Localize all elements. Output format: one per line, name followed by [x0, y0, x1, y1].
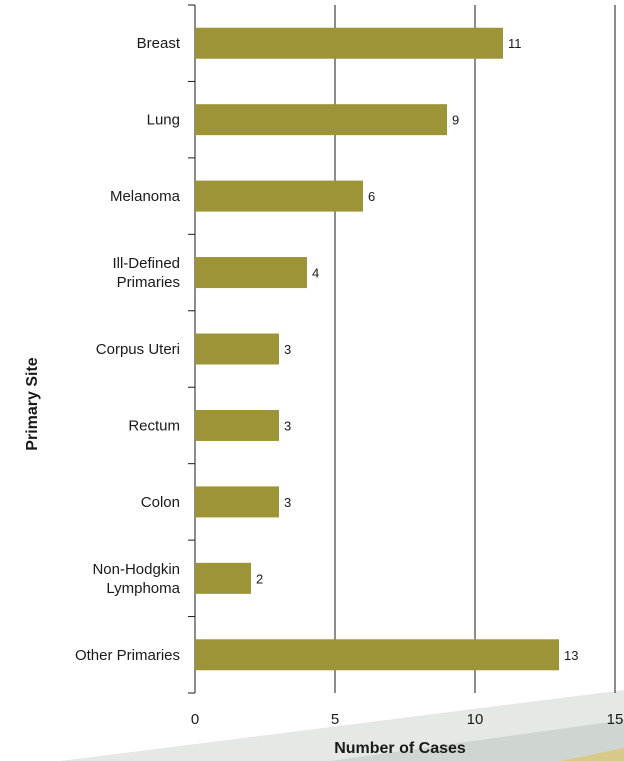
bar-1: [195, 104, 447, 136]
category-label-8: Other Primaries: [75, 647, 180, 664]
bar-4: [195, 333, 279, 365]
x-tick-label-10: 10: [467, 711, 484, 728]
decor-swoosh-mid: [330, 720, 624, 761]
bar-5: [195, 409, 279, 441]
data-label-4: 3: [284, 342, 291, 357]
labels: 0 5 10 15 11 Breast 9 Lung 6 Melanoma 4 Ill-Defined…: [75, 35, 623, 728]
category-label-6: Colon: [141, 494, 180, 511]
data-label-7: 2: [256, 571, 263, 586]
data-label-1: 9: [452, 113, 459, 128]
data-label-2: 6: [368, 189, 375, 204]
data-label-5: 3: [284, 418, 291, 433]
bar-3: [195, 257, 307, 289]
decor-swoosh-accent: [560, 748, 624, 761]
data-label-8: 13: [564, 648, 578, 663]
axes: [188, 4, 196, 694]
category-label-7: Non-Hodgkin Lymphoma: [92, 561, 180, 597]
category-label-5: Rectum: [128, 417, 180, 434]
y-axis-title: Primary Site: [24, 357, 41, 450]
bar-8: [195, 639, 559, 671]
category-label-4: Corpus Uteri: [96, 341, 180, 358]
bar-2: [195, 180, 363, 212]
bar-7: [195, 562, 251, 594]
category-label-1: Lung: [147, 112, 180, 129]
bars: [195, 27, 559, 671]
data-label-6: 3: [284, 495, 291, 510]
x-tick-label-0: 0: [191, 711, 199, 728]
decorative-background: [60, 690, 624, 761]
bar-0: [195, 27, 503, 59]
category-label-0: Breast: [137, 35, 181, 52]
x-tick-label-5: 5: [331, 711, 339, 728]
data-label-0: 11: [508, 36, 522, 51]
category-label-3: Ill-Defined Primaries: [112, 255, 180, 291]
category-label-2: Melanoma: [110, 188, 181, 205]
x-axis-title: Number of Cases: [334, 740, 466, 757]
data-label-3: 4: [312, 266, 319, 281]
x-tick-label-15: 15: [607, 711, 624, 728]
bar-6: [195, 486, 279, 518]
